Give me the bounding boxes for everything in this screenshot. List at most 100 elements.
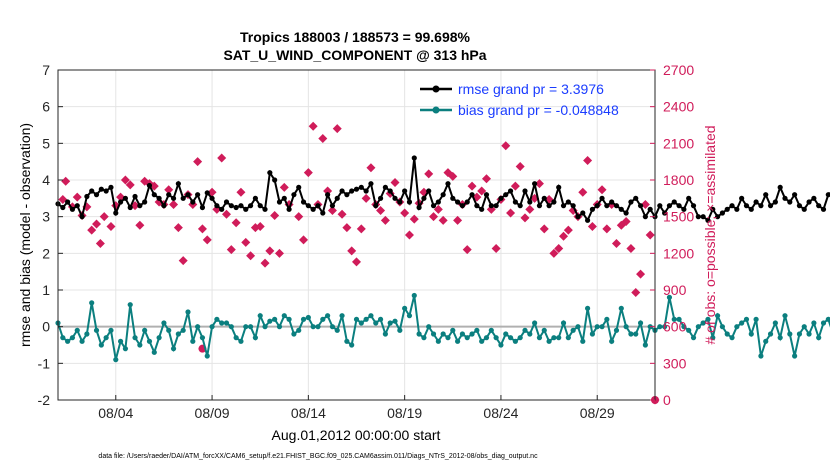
data-point — [498, 342, 504, 348]
data-point — [455, 199, 461, 205]
data-point — [714, 214, 721, 220]
assimilated-marker — [327, 206, 337, 216]
data-point — [219, 320, 225, 326]
data-point — [69, 335, 76, 341]
data-point — [320, 210, 326, 216]
data-point — [65, 199, 71, 205]
data-point — [175, 331, 181, 337]
x-axis-label: Aug.01,2012 00:00:00 start — [272, 427, 441, 443]
data-point — [387, 320, 393, 326]
data-point — [488, 203, 494, 209]
assimilated-marker — [400, 208, 410, 218]
data-point — [479, 206, 485, 212]
assimilated-marker — [279, 182, 289, 192]
data-point — [455, 338, 461, 344]
data-point — [344, 192, 350, 198]
data-point — [377, 195, 384, 201]
data-point — [503, 331, 509, 337]
data-point — [122, 346, 129, 352]
data-point — [257, 203, 263, 209]
y-right-tick-label: 1800 — [663, 172, 694, 188]
data-point — [671, 199, 677, 205]
data-point — [662, 210, 668, 216]
assimilated-marker — [61, 176, 71, 186]
assimilated-marker — [583, 155, 593, 165]
data-point — [546, 338, 552, 344]
assimilated-marker — [303, 168, 313, 178]
data-point — [729, 335, 735, 341]
assimilated-marker — [294, 212, 304, 222]
data-point — [743, 203, 750, 209]
data-point — [84, 331, 90, 337]
assimilated-marker — [197, 224, 207, 234]
data-point — [93, 327, 100, 333]
data-point — [214, 203, 220, 209]
assimilated-marker — [356, 224, 366, 234]
assimilated-marker — [510, 181, 520, 191]
data-point — [565, 199, 571, 205]
data-point — [228, 203, 234, 209]
assimilated-marker — [481, 174, 491, 184]
data-point — [281, 313, 287, 319]
data-point — [724, 331, 730, 337]
data-point — [209, 324, 215, 330]
data-point — [450, 327, 456, 333]
assimilated-marker — [125, 180, 135, 190]
data-point — [681, 324, 687, 330]
data-point — [93, 192, 100, 198]
data-point — [411, 292, 417, 299]
data-point — [137, 203, 143, 209]
assimilated-marker — [260, 258, 270, 268]
assimilated-marker — [169, 199, 179, 209]
data-point — [734, 324, 740, 330]
data-point — [65, 338, 71, 344]
data-point — [392, 318, 398, 324]
data-point — [195, 192, 201, 198]
assimilated-marker — [250, 223, 260, 233]
assimilated-marker — [246, 251, 256, 261]
data-point — [170, 346, 177, 352]
data-point — [647, 206, 653, 212]
data-point — [382, 184, 388, 190]
data-point — [426, 324, 432, 330]
assimilated-marker — [352, 257, 361, 267]
data-point — [262, 206, 268, 212]
assimilated-marker — [106, 221, 116, 231]
data-point — [151, 349, 157, 355]
data-point — [575, 214, 581, 220]
y-left-tick-label: 7 — [42, 62, 50, 78]
data-point — [483, 335, 490, 341]
data-point — [609, 199, 615, 205]
data-point — [320, 316, 326, 322]
data-point — [825, 316, 830, 322]
data-point — [315, 203, 321, 209]
data-point — [676, 203, 682, 209]
data-point — [686, 327, 692, 333]
data-point — [806, 199, 812, 205]
plot-frame — [57, 69, 656, 401]
data-point — [469, 331, 475, 337]
assimilated-marker — [433, 204, 443, 214]
y-left-tick-label: 5 — [42, 135, 50, 151]
legend-bias-label: bias grand pr = -0.048848 — [458, 102, 619, 118]
data-point — [613, 327, 620, 333]
data-point — [801, 206, 807, 212]
data-point — [329, 203, 336, 209]
data-point — [599, 324, 605, 330]
data-point — [705, 217, 711, 223]
data-point — [363, 316, 369, 322]
assimilated-marker — [255, 221, 265, 231]
y-left-tick-label: 2 — [42, 245, 50, 261]
data-point — [772, 199, 778, 205]
data-point — [252, 195, 258, 201]
data-point — [787, 199, 793, 205]
data-point — [599, 195, 605, 201]
data-point — [435, 199, 441, 205]
data-point — [243, 206, 249, 212]
data-point — [801, 324, 807, 330]
data-point — [402, 188, 408, 194]
data-point — [214, 316, 220, 322]
data-point — [479, 338, 485, 344]
assimilated-marker — [448, 171, 458, 181]
